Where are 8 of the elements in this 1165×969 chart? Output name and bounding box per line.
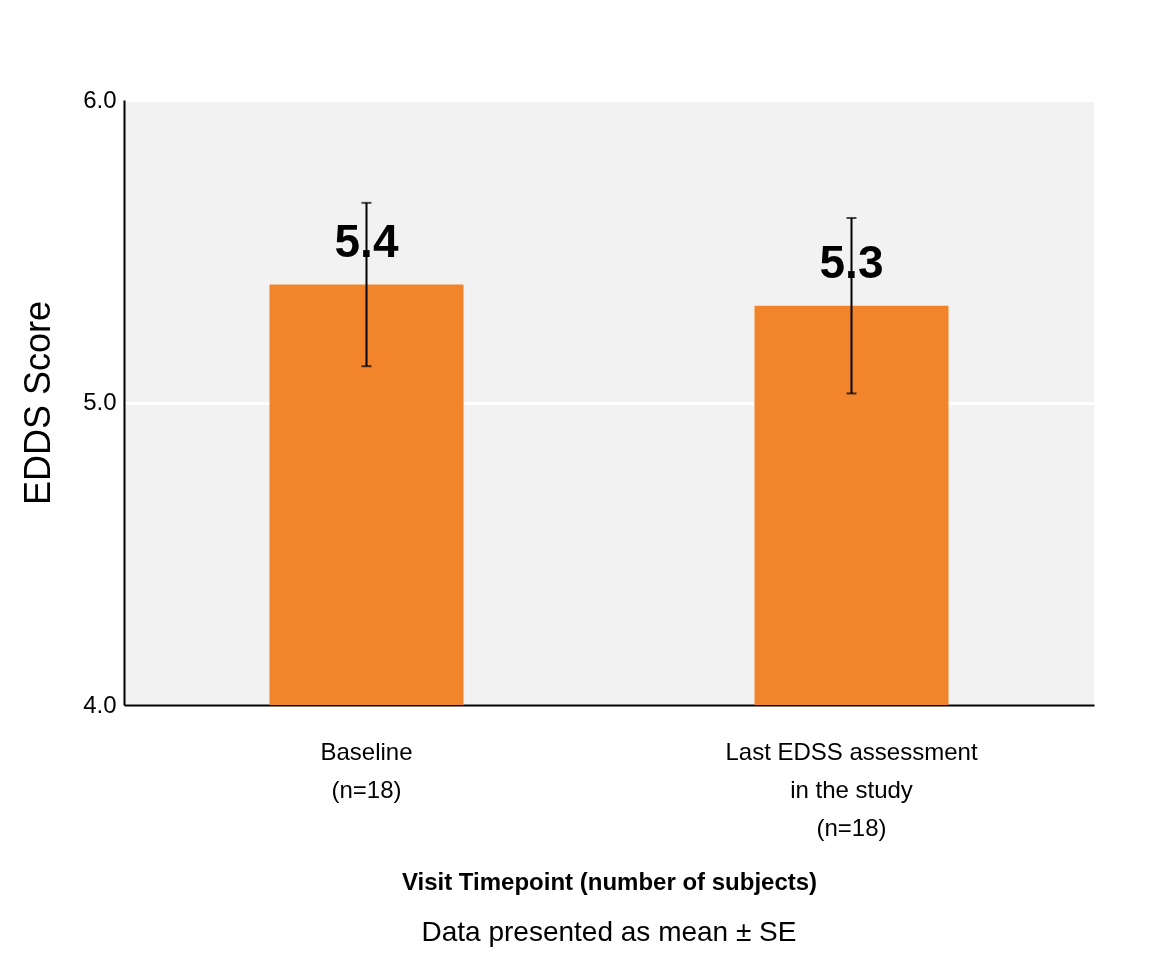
x-tick-label: Last EDSS assessment in the study (n=18) — [725, 737, 978, 841]
y-tick-label: 5.0 — [83, 388, 117, 415]
y-tick-label: 4.0 — [83, 690, 117, 718]
y-tick-label: 6.0 — [83, 85, 117, 113]
x-axis-title: Visit Timepoint (number of subjects) — [401, 867, 818, 895]
text: Data presented as mean ± SE — [421, 916, 797, 947]
y-axis-title: EDDS Score — [17, 300, 59, 506]
x-tick-label: Baseline (n=18) — [320, 737, 413, 803]
